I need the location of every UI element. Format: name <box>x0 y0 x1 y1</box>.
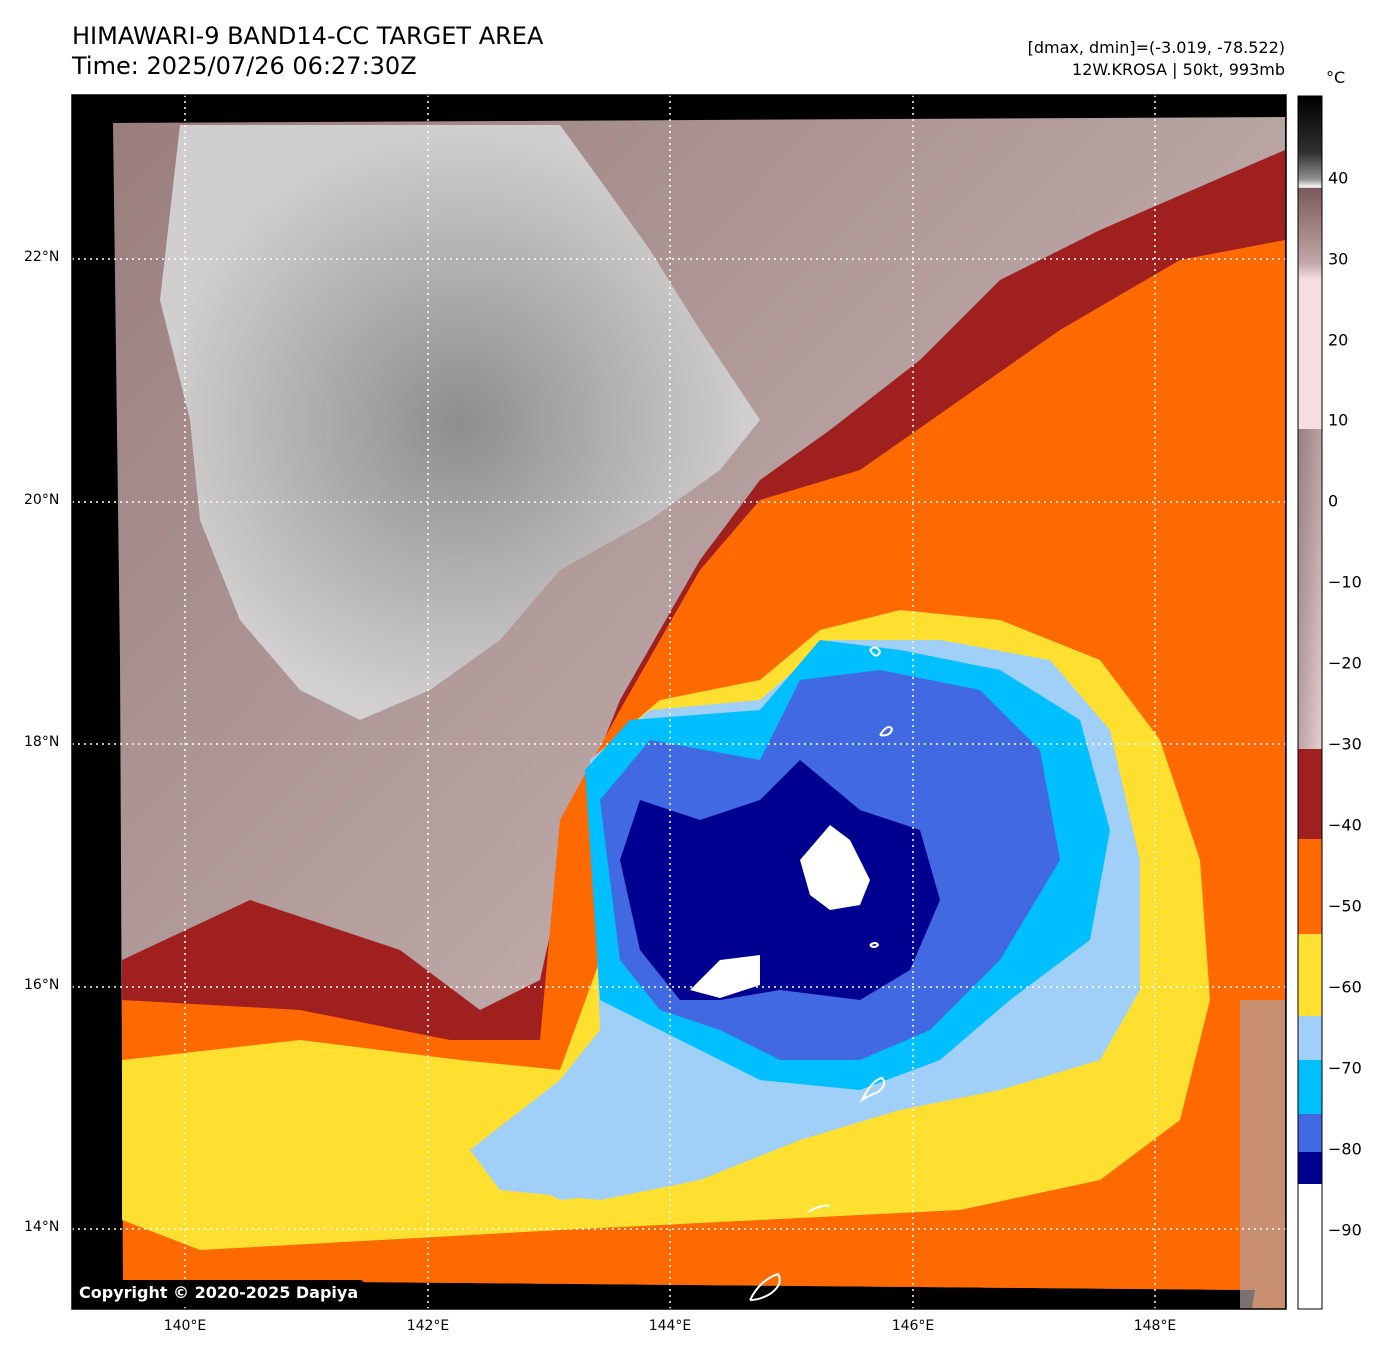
south-light-blue-band <box>470 1100 720 1200</box>
lat-label-14n: 14°N <box>24 1219 60 1235</box>
colorbar-tick: 0 <box>1328 491 1339 511</box>
map-border <box>71 94 1287 1310</box>
lat-label-18n: 18°N <box>24 734 60 750</box>
overshooting-top-2 <box>800 825 870 910</box>
deep-convection-zone <box>620 760 940 1000</box>
colorbar-tick: 40 <box>1328 168 1349 188</box>
colorbar-unit: °C <box>1326 68 1346 87</box>
lon-label-148e: 148°E <box>1133 1318 1177 1334</box>
cold-cloud-gray <box>160 125 760 720</box>
colorbar-tick: 30 <box>1328 249 1349 269</box>
storm-info: 12W.KROSA | 50kt, 993mb <box>1072 60 1285 79</box>
overshooting-top-1 <box>690 955 760 998</box>
colorbar-tick: −10 <box>1328 572 1362 592</box>
coastlines <box>749 646 894 1301</box>
colorbar-tick: −30 <box>1328 734 1362 754</box>
map-title: HIMAWARI-9 BAND14-CC TARGET AREA <box>72 22 544 50</box>
colorbar-tick: −90 <box>1328 1220 1362 1240</box>
map-timestamp: Time: 2025/07/26 06:27:30Z <box>72 52 417 80</box>
colorbar-tick: 10 <box>1328 410 1349 430</box>
east-edge-gray <box>1240 1000 1285 1309</box>
copyright-badge: Copyright © 2020-2025 Dapiya <box>73 1280 365 1305</box>
colorbar-tick: −20 <box>1328 653 1362 673</box>
colorbar-tick: −70 <box>1328 1058 1362 1078</box>
colorbar-tick: −40 <box>1328 815 1362 835</box>
colorbar-tick: −50 <box>1328 896 1362 916</box>
lat-label-22n: 22°N <box>24 249 60 265</box>
colorbar-tick: −60 <box>1328 977 1362 997</box>
lon-label-144e: 144°E <box>648 1318 692 1334</box>
lat-label-20n: 20°N <box>24 492 60 508</box>
lon-label-140e: 140°E <box>163 1318 207 1334</box>
colorbar-tick: −80 <box>1328 1139 1362 1159</box>
lat-label-16n: 16°N <box>24 977 60 993</box>
colorbar-tick: 20 <box>1328 330 1349 350</box>
colorbar <box>1297 95 1323 1310</box>
lon-label-142e: 142°E <box>406 1318 450 1334</box>
lon-label-146e: 146°E <box>891 1318 935 1334</box>
temperature-range: [dmax, dmin]=(-3.019, -78.522) <box>1027 38 1285 57</box>
map-gridlines <box>72 95 1286 1309</box>
satellite-imagery <box>113 117 1285 1309</box>
